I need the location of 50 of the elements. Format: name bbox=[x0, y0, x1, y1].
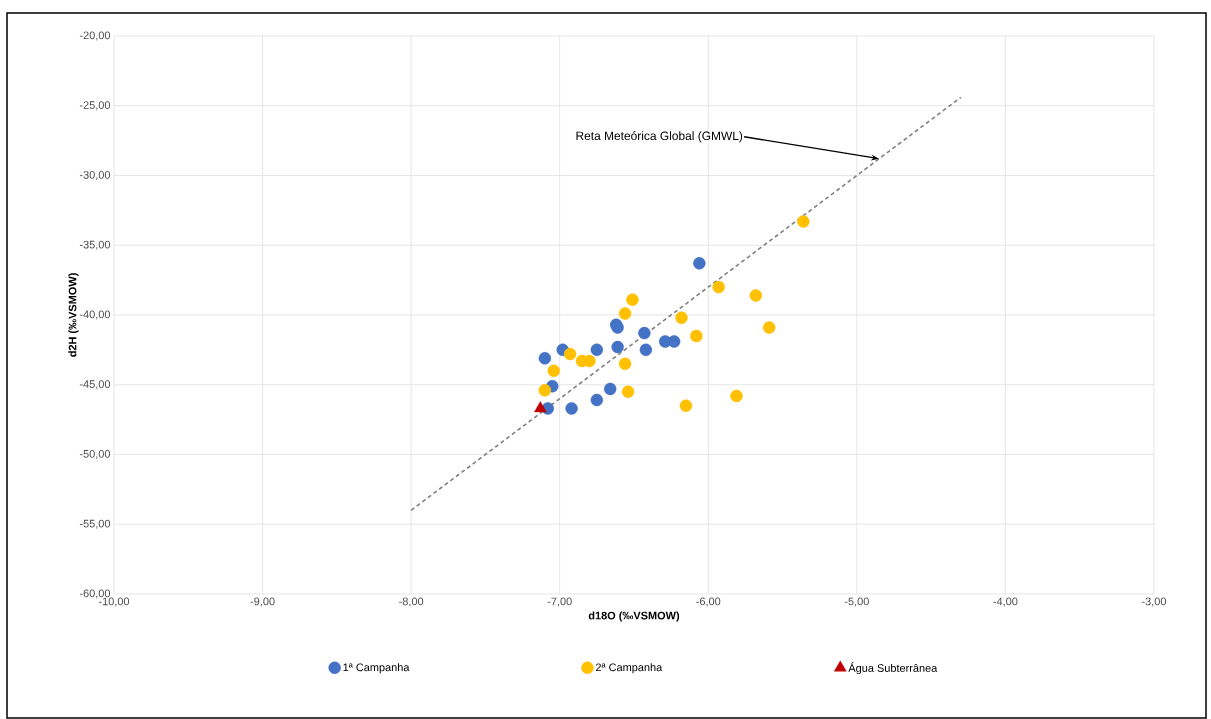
point bbox=[621, 385, 635, 398]
point bbox=[565, 402, 578, 415]
point bbox=[797, 215, 810, 228]
point bbox=[712, 280, 725, 294]
point bbox=[693, 257, 706, 270]
x-tick-label: -4,00 bbox=[993, 597, 1018, 607]
y-tick-label: -25,00 bbox=[79, 101, 111, 111]
point bbox=[611, 340, 624, 354]
annotation: Reta Meteórica Global (GMWL) bbox=[576, 131, 743, 143]
x-tick-label: -10,00 bbox=[98, 597, 130, 607]
x-tick-label: -5,00 bbox=[844, 597, 869, 607]
point bbox=[590, 393, 604, 407]
x-axis-title: d18O (‰VSMOW) bbox=[588, 611, 680, 622]
y-tick-label: -40,00 bbox=[79, 310, 111, 320]
point bbox=[749, 289, 762, 302]
y-tick-label: -45,00 bbox=[79, 380, 111, 390]
x-tick-label: -6,00 bbox=[696, 597, 721, 607]
point bbox=[583, 354, 596, 368]
y-tick-label: -50,00 bbox=[79, 449, 111, 460]
point bbox=[563, 347, 577, 361]
x-tick-label: -9,00 bbox=[250, 597, 275, 607]
y-tick-label: -20,00 bbox=[79, 31, 111, 41]
y-tick-label: -35,00 bbox=[79, 240, 111, 250]
point bbox=[679, 399, 693, 412]
point bbox=[675, 311, 688, 324]
point bbox=[547, 364, 560, 377]
x-tick-label: -8,00 bbox=[399, 597, 424, 607]
point bbox=[534, 401, 547, 413]
point bbox=[538, 384, 552, 397]
y-tick-label: -60,00 bbox=[79, 589, 111, 599]
point bbox=[638, 326, 651, 340]
x-tick-label: -3,00 bbox=[1141, 597, 1166, 607]
point bbox=[690, 329, 703, 343]
point bbox=[626, 293, 639, 306]
y-tick-label: -55,00 bbox=[79, 519, 111, 529]
point bbox=[618, 307, 632, 320]
y-axis-title: d2H (‰VSMOW) bbox=[68, 273, 79, 357]
legend-label: Água Subterrânea bbox=[848, 662, 938, 675]
point bbox=[604, 382, 617, 396]
point bbox=[762, 321, 776, 334]
point bbox=[590, 343, 604, 357]
point bbox=[618, 357, 632, 371]
y-tick-label: -30,00 bbox=[79, 170, 111, 181]
legend-label: 1ª Campanha bbox=[343, 663, 410, 674]
x-tick-label: -7,00 bbox=[547, 597, 572, 607]
point bbox=[667, 335, 681, 348]
point bbox=[538, 352, 552, 365]
point bbox=[639, 343, 653, 357]
point bbox=[730, 389, 743, 403]
legend-label: 2ª Campanha bbox=[595, 663, 663, 674]
